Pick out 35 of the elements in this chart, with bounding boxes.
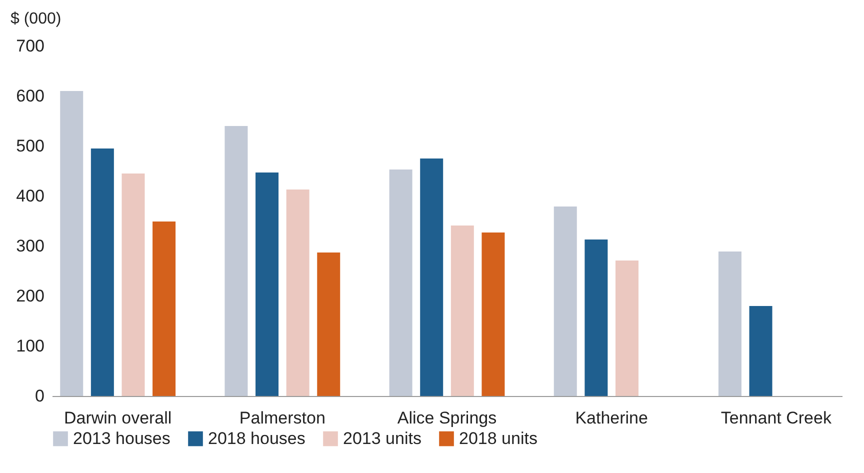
legend-label: 2018 units xyxy=(459,428,538,448)
y-tick-label: 0 xyxy=(35,386,44,406)
x-tick-label: Katherine xyxy=(575,408,648,428)
legend-label: 2013 houses xyxy=(73,428,170,448)
bar xyxy=(482,232,505,396)
x-tick-label: Alice Springs xyxy=(397,408,497,428)
legend-label: 2013 units xyxy=(343,428,422,448)
bar xyxy=(389,170,412,396)
bar xyxy=(90,148,114,396)
bar xyxy=(122,174,145,396)
bar xyxy=(450,226,474,396)
y-tick-label: 500 xyxy=(16,136,44,156)
y-tick-label: 700 xyxy=(16,36,44,56)
bar xyxy=(718,252,742,396)
y-tick-label: 600 xyxy=(16,86,44,106)
bar xyxy=(420,158,444,396)
bar xyxy=(584,240,608,396)
bar xyxy=(60,91,84,396)
x-tick-label: Darwin overall xyxy=(64,408,172,428)
bar xyxy=(749,306,772,396)
bar xyxy=(554,206,577,396)
bar xyxy=(317,252,340,396)
bar xyxy=(256,172,279,396)
x-tick-label: Tennant Creek xyxy=(720,408,832,428)
legend-label: 2018 houses xyxy=(208,428,306,448)
y-tick-label: 200 xyxy=(16,286,44,306)
y-tick-label: 100 xyxy=(16,336,44,356)
x-tick-label: Palmerston xyxy=(239,408,326,428)
bar xyxy=(615,260,638,396)
bar xyxy=(152,222,176,396)
y-tick-label: 300 xyxy=(16,236,44,256)
y-axis-title: $ (000) xyxy=(10,10,62,28)
bar xyxy=(224,126,248,396)
bar xyxy=(286,190,310,396)
y-tick-label: 400 xyxy=(16,186,44,206)
